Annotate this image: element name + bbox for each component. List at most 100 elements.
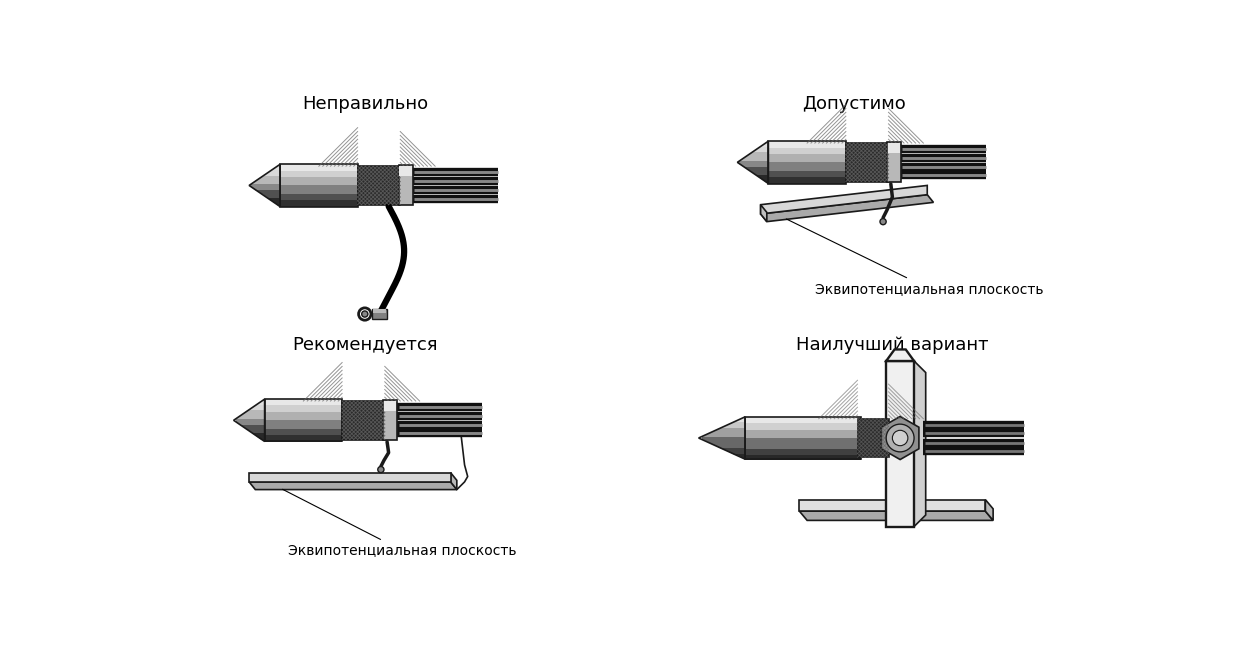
Bar: [768, 173, 846, 175]
Bar: [280, 164, 357, 167]
Polygon shape: [764, 141, 768, 144]
Bar: [398, 166, 412, 206]
Bar: [280, 201, 357, 203]
Polygon shape: [256, 402, 265, 405]
Polygon shape: [272, 201, 280, 204]
Polygon shape: [733, 420, 746, 422]
Bar: [265, 435, 342, 437]
Bar: [746, 448, 862, 451]
Bar: [280, 198, 357, 201]
Polygon shape: [764, 181, 768, 184]
Polygon shape: [252, 405, 265, 408]
Polygon shape: [752, 172, 768, 175]
Polygon shape: [255, 190, 280, 193]
Bar: [768, 169, 846, 171]
Polygon shape: [244, 428, 265, 430]
Bar: [265, 439, 342, 442]
Bar: [746, 440, 862, 443]
Polygon shape: [761, 195, 933, 222]
Polygon shape: [264, 195, 280, 198]
Polygon shape: [743, 166, 768, 170]
Circle shape: [377, 466, 383, 473]
Bar: [746, 436, 862, 439]
Bar: [768, 171, 846, 173]
Polygon shape: [985, 499, 993, 520]
Bar: [280, 173, 357, 175]
Bar: [280, 183, 357, 186]
Polygon shape: [887, 349, 914, 361]
Bar: [768, 162, 846, 165]
Bar: [280, 196, 357, 199]
Polygon shape: [276, 164, 280, 167]
Polygon shape: [255, 179, 280, 181]
Bar: [768, 179, 846, 182]
Bar: [265, 437, 342, 440]
Bar: [249, 473, 451, 482]
Bar: [372, 309, 387, 320]
Bar: [265, 431, 342, 433]
Bar: [846, 143, 888, 182]
Polygon shape: [261, 399, 265, 402]
Text: Допустимо: Допустимо: [802, 94, 906, 113]
Bar: [265, 412, 342, 414]
Polygon shape: [914, 361, 926, 527]
Bar: [280, 166, 357, 169]
Bar: [768, 166, 846, 169]
Polygon shape: [249, 430, 265, 433]
Bar: [265, 429, 342, 432]
Polygon shape: [249, 408, 265, 410]
Bar: [280, 177, 357, 179]
Bar: [280, 168, 357, 171]
Bar: [746, 430, 862, 432]
Bar: [768, 154, 846, 157]
Bar: [280, 181, 357, 184]
Polygon shape: [264, 173, 280, 175]
Text: Рекомендуется: Рекомендуется: [292, 336, 438, 354]
Polygon shape: [761, 186, 927, 214]
Bar: [357, 166, 400, 204]
Polygon shape: [727, 422, 746, 425]
Polygon shape: [240, 424, 265, 428]
Polygon shape: [721, 425, 746, 428]
Bar: [846, 143, 888, 182]
Bar: [768, 175, 846, 177]
Bar: [768, 164, 846, 167]
Polygon shape: [702, 437, 746, 439]
Bar: [746, 417, 862, 459]
Bar: [768, 158, 846, 160]
Bar: [768, 156, 846, 159]
Polygon shape: [267, 198, 280, 201]
Polygon shape: [272, 167, 280, 170]
Bar: [746, 443, 862, 444]
Bar: [746, 457, 862, 459]
Polygon shape: [761, 144, 768, 147]
Polygon shape: [261, 439, 265, 441]
Bar: [799, 499, 985, 511]
Polygon shape: [739, 456, 746, 459]
Bar: [280, 179, 357, 182]
Bar: [746, 417, 862, 419]
Circle shape: [881, 219, 887, 225]
Bar: [280, 171, 357, 173]
Bar: [768, 143, 846, 146]
Bar: [265, 401, 342, 404]
Polygon shape: [752, 149, 768, 153]
Bar: [400, 166, 412, 176]
Bar: [746, 433, 862, 436]
Bar: [768, 181, 846, 184]
Bar: [746, 419, 862, 421]
Polygon shape: [451, 473, 457, 490]
Bar: [768, 148, 846, 150]
Bar: [280, 188, 357, 190]
Bar: [280, 192, 357, 194]
Bar: [280, 194, 357, 197]
Polygon shape: [260, 175, 280, 179]
Bar: [746, 425, 862, 428]
Bar: [265, 426, 342, 429]
Bar: [887, 142, 901, 182]
Bar: [888, 143, 901, 153]
Bar: [265, 418, 342, 421]
Polygon shape: [799, 511, 993, 520]
Text: Неправильно: Неправильно: [302, 94, 428, 113]
Polygon shape: [756, 175, 768, 178]
